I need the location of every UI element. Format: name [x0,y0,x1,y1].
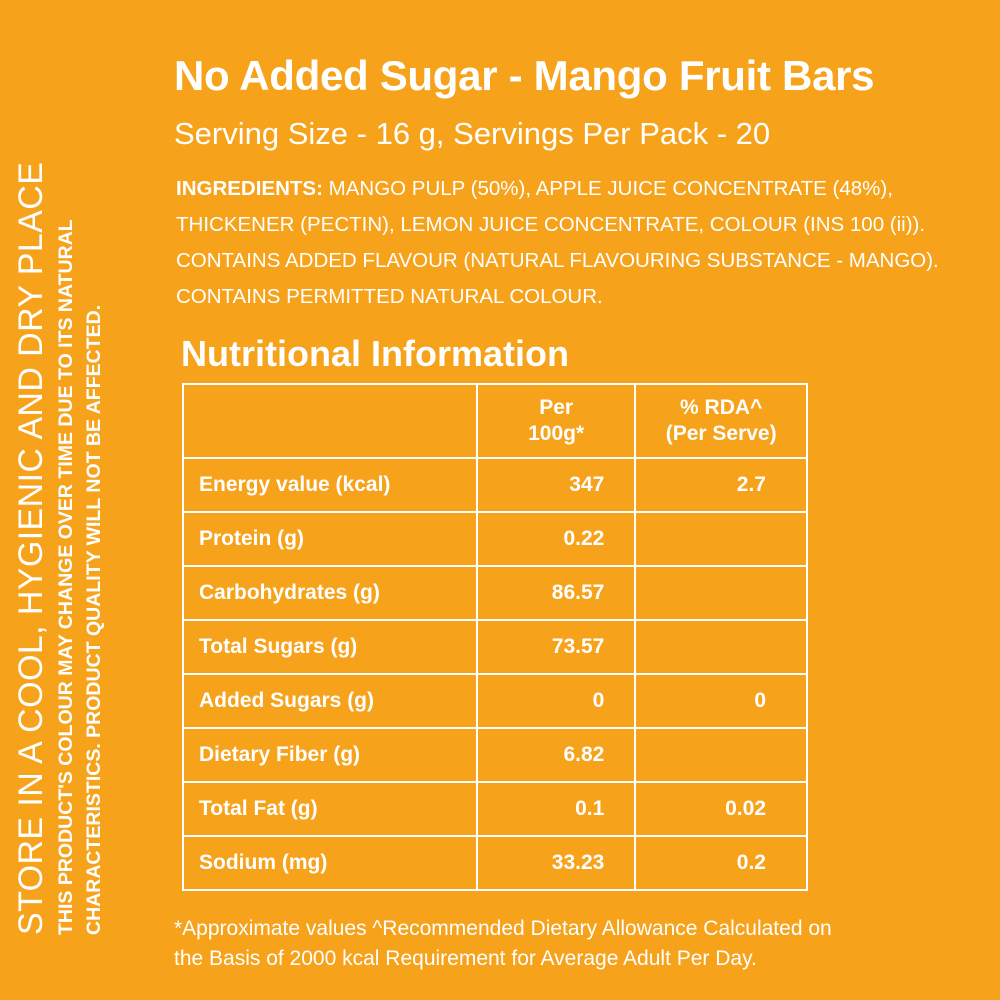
per-100g-value: 86.57 [475,565,637,621]
footnote: *Approximate values ^Recommended Dietary… [174,914,984,974]
colour-note-line-2: CHARACTERISTICS. PRODUCT QUALITY WILL NO… [83,304,105,935]
rda-value [634,565,808,621]
rotated-side-text: STORE IN A COOL, HYGIENIC AND DRY PLACE … [10,161,108,935]
nutrient-name: Carbohydrates (g) [182,565,478,621]
nutrient-name: Total Fat (g) [182,781,478,837]
serving-info: Serving Size - 16 g, Servings Per Pack -… [174,116,771,151]
nutrition-title: Nutritional Information [181,333,569,374]
nutrient-name: Protein (g) [182,511,478,567]
header-per-line-2: 100g* [528,422,585,445]
footnote-line-2: the Basis of 2000 kcal Requirement for A… [174,947,757,970]
storage-instruction: STORE IN A COOL, HYGIENIC AND DRY PLACE [12,161,50,935]
rda-value: 0 [634,673,808,729]
ingredients-block: INGREDIENTS: MANGO PULP (50%), APPLE JUI… [176,171,986,315]
nutrient-name: Added Sugars (g) [182,673,478,729]
header-rda-line-2: (Per Serve) [665,422,777,445]
header-per-line-1: Per [539,396,574,419]
rda-value [634,727,808,783]
table-row: Total Sugars (g) 73.57 [182,619,808,675]
per-100g-value: 0.1 [475,781,637,837]
table-row: Total Fat (g) 0.1 0.02 [182,781,808,837]
footnote-line-1: *Approximate values ^Recommended Dietary… [174,917,832,940]
ingredients-line-1: INGREDIENTS: MANGO PULP (50%), APPLE JUI… [176,171,986,207]
per-100g-value: 0.22 [475,511,637,567]
nutrient-name: Total Sugars (g) [182,619,478,675]
nutrition-table: Per 100g* % RDA^ (Per Serve) Energy valu… [182,383,808,891]
per-100g-value: 0 [475,673,637,729]
per-100g-value: 33.23 [475,835,637,891]
ingredients-text-1: MANGO PULP (50%), APPLE JUICE CONCENTRAT… [328,177,893,200]
product-title: No Added Sugar - Mango Fruit Bars [174,52,875,99]
colour-note-line-1: THIS PRODUCT'S COLOUR MAY CHANGE OVER TI… [55,219,77,935]
side-panel: STORE IN A COOL, HYGIENIC AND DRY PLACE … [0,0,140,1000]
rda-value: 0.2 [634,835,808,891]
ingredients-line-2: THICKENER (PECTIN), LEMON JUICE CONCENTR… [176,213,926,236]
header-rda: % RDA^ (Per Serve) [634,383,808,459]
table-row: Energy value (kcal) 347 2.7 [182,457,808,513]
nutrition-header-row: Per 100g* % RDA^ (Per Serve) [182,383,808,459]
header-per-100g: Per 100g* [475,383,637,459]
header-rda-line-1: % RDA^ [680,396,763,419]
per-100g-value: 73.57 [475,619,637,675]
table-row: Dietary Fiber (g) 6.82 [182,727,808,783]
per-100g-value: 347 [475,457,637,513]
ingredients-line-3: CONTAINS ADDED FLAVOUR (NATURAL FLAVOURI… [176,249,939,272]
nutrient-name: Energy value (kcal) [182,457,478,513]
table-row: Added Sugars (g) 0 0 [182,673,808,729]
rda-value [634,619,808,675]
rda-value: 0.02 [634,781,808,837]
rda-value [634,511,808,567]
table-row: Carbohydrates (g) 86.57 [182,565,808,621]
rda-value: 2.7 [634,457,808,513]
nutrient-name: Sodium (mg) [182,835,478,891]
header-name-cell [182,383,478,459]
table-row: Protein (g) 0.22 [182,511,808,567]
ingredients-label: INGREDIENTS: [176,177,323,200]
table-row: Sodium (mg) 33.23 0.2 [182,835,808,891]
ingredients-line-4: CONTAINS PERMITTED NATURAL COLOUR. [176,285,603,308]
nutrient-name: Dietary Fiber (g) [182,727,478,783]
per-100g-value: 6.82 [475,727,637,783]
